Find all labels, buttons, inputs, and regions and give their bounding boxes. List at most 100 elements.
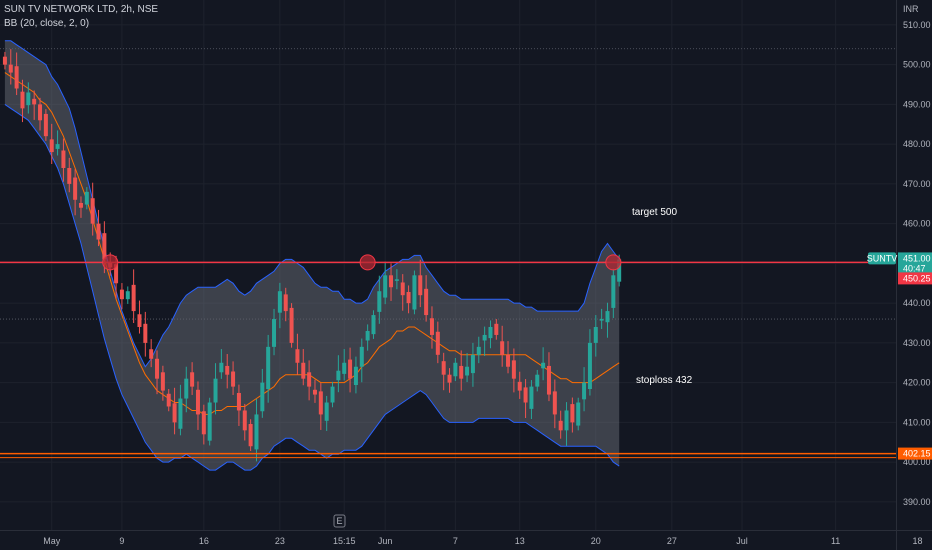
- candle-body[interactable]: [348, 359, 353, 379]
- candle-body[interactable]: [137, 314, 142, 327]
- candle-body[interactable]: [78, 202, 83, 208]
- candle-body[interactable]: [617, 259, 622, 282]
- candle-body[interactable]: [342, 362, 347, 374]
- candle-body[interactable]: [324, 402, 329, 421]
- candle-body[interactable]: [178, 398, 183, 429]
- candle-body[interactable]: [73, 177, 78, 200]
- candle-body[interactable]: [412, 275, 417, 310]
- earnings-event-icon[interactable]: E: [333, 514, 346, 528]
- candle-body[interactable]: [8, 64, 13, 73]
- candle-body[interactable]: [225, 365, 230, 375]
- candle-body[interactable]: [248, 423, 253, 447]
- candle-body[interactable]: [172, 403, 177, 423]
- candle-body[interactable]: [32, 98, 37, 105]
- candle-body[interactable]: [295, 349, 300, 363]
- candle-body[interactable]: [301, 362, 306, 379]
- candle-body[interactable]: [500, 341, 505, 355]
- candle-body[interactable]: [283, 294, 288, 312]
- candle-body[interactable]: [535, 374, 540, 387]
- candle-body[interactable]: [114, 264, 119, 284]
- candle-body[interactable]: [20, 91, 25, 109]
- candle-body[interactable]: [582, 382, 587, 400]
- candle-body[interactable]: [371, 315, 376, 335]
- candle-body[interactable]: [552, 391, 557, 415]
- candle-body[interactable]: [219, 362, 224, 373]
- candle-body[interactable]: [38, 104, 43, 121]
- candle-body[interactable]: [441, 361, 446, 375]
- candle-body[interactable]: [149, 349, 154, 359]
- candle-body[interactable]: [494, 323, 499, 335]
- candle-body[interactable]: [564, 410, 569, 431]
- candle-body[interactable]: [599, 319, 604, 321]
- candle-body[interactable]: [190, 372, 195, 387]
- candle-body[interactable]: [207, 402, 212, 441]
- candle-body[interactable]: [377, 291, 382, 312]
- candle-body[interactable]: [488, 326, 493, 339]
- candle-body[interactable]: [587, 342, 592, 389]
- candle-body[interactable]: [160, 372, 165, 391]
- candle-body[interactable]: [131, 284, 136, 312]
- candle-body[interactable]: [511, 360, 516, 379]
- candle-body[interactable]: [389, 275, 394, 288]
- horizontal-levels[interactable]: [0, 261, 896, 459]
- candle-body[interactable]: [365, 330, 370, 341]
- candle-body[interactable]: [254, 414, 259, 450]
- candle-body[interactable]: [184, 378, 189, 399]
- candle-body[interactable]: [570, 404, 575, 423]
- candle-body[interactable]: [459, 365, 464, 379]
- candle-body[interactable]: [523, 387, 528, 403]
- candle-body[interactable]: [2, 56, 7, 65]
- candle-body[interactable]: [517, 381, 522, 391]
- target-annotation[interactable]: target 500: [632, 207, 678, 218]
- candle-body[interactable]: [213, 378, 218, 403]
- candle-body[interactable]: [453, 362, 458, 377]
- candle-body[interactable]: [406, 292, 411, 304]
- candle-body[interactable]: [102, 233, 107, 260]
- candle-body[interactable]: [67, 167, 72, 184]
- candle-body[interactable]: [242, 410, 247, 431]
- candle-body[interactable]: [605, 311, 610, 323]
- candle-body[interactable]: [307, 372, 312, 387]
- candle-body[interactable]: [558, 420, 563, 431]
- candle-body[interactable]: [383, 275, 388, 298]
- candle-body[interactable]: [593, 326, 598, 343]
- candle-body[interactable]: [429, 318, 434, 335]
- candle-body[interactable]: [43, 113, 48, 137]
- candle-body[interactable]: [55, 144, 60, 149]
- stoploss-annotation[interactable]: stoploss 432: [636, 375, 693, 386]
- candle-body[interactable]: [611, 275, 616, 308]
- candle-body[interactable]: [394, 279, 399, 281]
- candle-body[interactable]: [195, 389, 200, 415]
- candle-body[interactable]: [260, 382, 265, 412]
- candle-body[interactable]: [318, 391, 323, 415]
- candle-body[interactable]: [14, 66, 19, 89]
- candle-body[interactable]: [84, 191, 89, 205]
- candle-body[interactable]: [529, 386, 534, 409]
- candle-body[interactable]: [272, 319, 277, 347]
- candle-body[interactable]: [447, 374, 452, 383]
- candle-body[interactable]: [465, 366, 470, 376]
- candle-body[interactable]: [546, 365, 551, 395]
- candle-body[interactable]: [576, 402, 581, 426]
- candle-body[interactable]: [289, 307, 294, 343]
- candle-body[interactable]: [476, 346, 481, 355]
- candle-body[interactable]: [143, 323, 148, 343]
- candle-body[interactable]: [336, 370, 341, 381]
- candle-body[interactable]: [541, 362, 546, 369]
- candle-body[interactable]: [26, 92, 31, 106]
- candle-body[interactable]: [506, 354, 511, 367]
- candle-body[interactable]: [125, 291, 130, 300]
- candle-body[interactable]: [359, 346, 364, 367]
- candle-body[interactable]: [266, 346, 271, 389]
- candle-body[interactable]: [418, 275, 423, 296]
- candle-body[interactable]: [201, 411, 206, 435]
- candle-body[interactable]: [330, 386, 335, 403]
- candle-body[interactable]: [482, 334, 487, 341]
- candle-body[interactable]: [277, 291, 282, 313]
- candle-body[interactable]: [61, 150, 66, 168]
- candle-body[interactable]: [166, 393, 171, 407]
- candle-body[interactable]: [353, 366, 358, 386]
- candle-body[interactable]: [96, 223, 101, 240]
- candle-body[interactable]: [312, 389, 317, 395]
